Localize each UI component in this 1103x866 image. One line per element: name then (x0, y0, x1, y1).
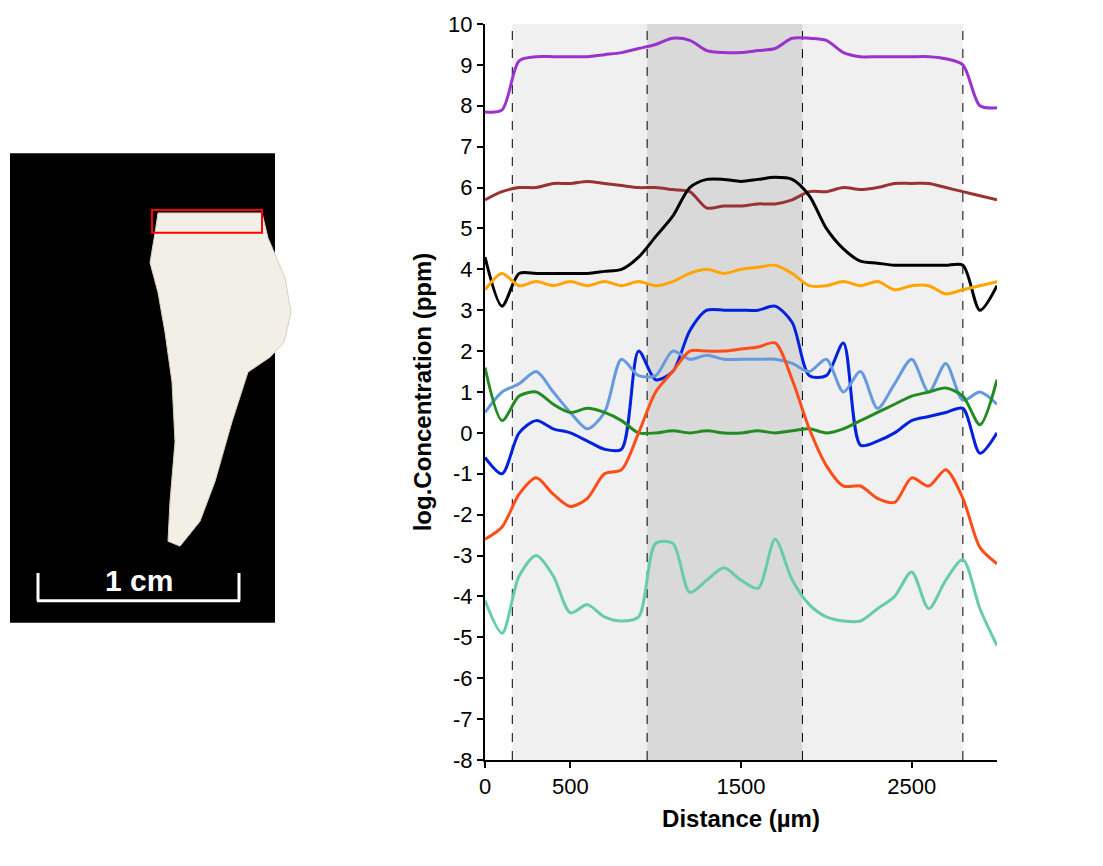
svg-text:-7: -7 (453, 707, 473, 732)
svg-text:1500: 1500 (717, 774, 766, 799)
svg-text:-6: -6 (453, 666, 473, 691)
svg-text:-2: -2 (453, 502, 473, 527)
svg-text:Distance (µm): Distance (µm) (662, 805, 820, 832)
svg-text:9: 9 (460, 53, 472, 78)
svg-text:7: 7 (460, 134, 472, 159)
svg-text:2: 2 (460, 339, 472, 364)
svg-text:6: 6 (460, 175, 472, 200)
svg-text:log.Concentration (ppm): log.Concentration (ppm) (409, 253, 436, 532)
svg-text:-5: -5 (453, 625, 473, 650)
svg-text:1 cm: 1 cm (105, 564, 173, 597)
svg-text:8: 8 (460, 93, 472, 118)
svg-text:3: 3 (460, 298, 472, 323)
svg-text:0: 0 (460, 421, 472, 446)
svg-text:2500: 2500 (887, 774, 936, 799)
svg-text:1: 1 (460, 380, 472, 405)
svg-text:4: 4 (460, 257, 472, 282)
svg-text:-3: -3 (453, 543, 473, 568)
svg-text:5: 5 (460, 216, 472, 241)
svg-text:0: 0 (479, 774, 491, 799)
svg-text:500: 500 (552, 774, 589, 799)
svg-text:-1: -1 (453, 461, 473, 486)
svg-text:-8: -8 (453, 748, 473, 773)
svg-text:10: 10 (448, 12, 472, 37)
svg-text:-4: -4 (453, 584, 473, 609)
